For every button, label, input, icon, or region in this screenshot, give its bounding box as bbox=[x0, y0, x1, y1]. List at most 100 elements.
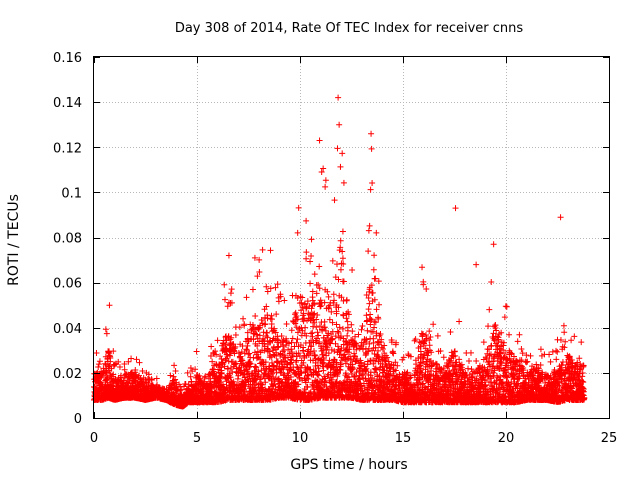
data-point bbox=[172, 376, 179, 383]
data-point bbox=[187, 373, 194, 380]
data-point bbox=[133, 371, 140, 378]
data-point bbox=[430, 321, 437, 328]
data-point bbox=[217, 353, 224, 360]
data-point bbox=[337, 163, 344, 170]
data-points bbox=[91, 94, 588, 410]
data-point bbox=[433, 361, 440, 368]
data-point bbox=[125, 379, 132, 386]
data-point bbox=[255, 325, 262, 332]
data-point bbox=[344, 332, 351, 339]
data-point bbox=[222, 296, 229, 303]
data-point bbox=[196, 372, 203, 379]
data-point bbox=[128, 355, 135, 362]
data-point bbox=[349, 328, 356, 335]
data-point bbox=[329, 257, 336, 264]
data-point bbox=[281, 297, 288, 304]
data-point bbox=[227, 365, 234, 372]
data-point bbox=[316, 263, 323, 270]
data-point bbox=[153, 375, 160, 382]
data-point bbox=[302, 324, 309, 331]
data-point bbox=[320, 165, 327, 172]
data-point bbox=[308, 236, 315, 243]
data-point bbox=[486, 306, 493, 313]
data-point bbox=[227, 290, 234, 297]
data-point bbox=[298, 299, 305, 306]
data-point bbox=[253, 355, 260, 362]
data-point bbox=[115, 358, 122, 365]
data-point bbox=[107, 372, 114, 379]
data-point bbox=[267, 247, 274, 254]
data-point bbox=[488, 279, 495, 286]
data-point bbox=[228, 286, 235, 293]
data-point bbox=[208, 343, 215, 350]
data-point bbox=[337, 266, 344, 273]
data-point bbox=[364, 327, 371, 334]
data-point bbox=[316, 285, 323, 292]
data-point bbox=[254, 348, 261, 355]
data-point bbox=[139, 368, 146, 375]
data-point bbox=[419, 264, 426, 271]
data-point bbox=[321, 318, 328, 325]
data-point bbox=[456, 356, 463, 363]
data-point bbox=[447, 328, 454, 335]
data-point bbox=[116, 364, 123, 371]
data-point bbox=[340, 179, 347, 186]
data-point bbox=[105, 363, 112, 370]
data-point bbox=[167, 372, 174, 379]
data-point bbox=[314, 312, 321, 319]
data-point bbox=[333, 261, 340, 268]
data-point bbox=[373, 330, 380, 337]
data-point bbox=[339, 150, 346, 157]
data-point bbox=[295, 204, 302, 211]
data-point bbox=[132, 367, 139, 374]
data-point bbox=[102, 326, 109, 333]
data-point bbox=[303, 249, 310, 256]
data-point bbox=[367, 321, 374, 328]
data-point bbox=[136, 359, 143, 366]
data-point bbox=[241, 321, 248, 328]
data-point bbox=[365, 248, 372, 255]
data-point bbox=[423, 286, 430, 293]
data-point bbox=[308, 253, 315, 259]
data-point bbox=[259, 246, 266, 253]
data-point bbox=[331, 197, 338, 204]
data-point bbox=[363, 312, 370, 319]
data-point bbox=[125, 358, 132, 365]
data-point bbox=[95, 364, 102, 371]
data-point bbox=[366, 222, 373, 229]
data-point bbox=[171, 362, 178, 369]
data-point bbox=[232, 332, 239, 339]
data-point bbox=[303, 217, 310, 224]
data-point bbox=[193, 348, 200, 355]
data-point bbox=[107, 358, 114, 365]
data-point bbox=[135, 372, 142, 379]
data-point bbox=[249, 286, 256, 293]
data-point bbox=[98, 373, 105, 380]
data-point bbox=[96, 358, 103, 365]
data-point bbox=[184, 369, 191, 376]
data-point bbox=[240, 315, 247, 322]
data-point bbox=[440, 354, 447, 361]
data-point bbox=[95, 361, 102, 368]
data-point bbox=[224, 303, 231, 310]
data-point bbox=[148, 377, 155, 384]
data-point bbox=[110, 348, 117, 355]
data-point bbox=[330, 291, 337, 298]
data-point bbox=[339, 255, 346, 262]
data-point bbox=[344, 318, 351, 325]
data-point bbox=[93, 350, 100, 357]
data-point bbox=[370, 266, 377, 273]
data-point bbox=[307, 280, 314, 287]
data-point bbox=[426, 342, 433, 349]
data-point bbox=[339, 228, 346, 235]
data-point bbox=[268, 316, 275, 323]
data-point bbox=[367, 186, 374, 193]
data-point bbox=[170, 373, 177, 380]
data-point bbox=[322, 177, 329, 184]
data-point bbox=[214, 337, 221, 344]
data-point bbox=[221, 281, 228, 288]
data-point bbox=[420, 281, 427, 288]
data-point bbox=[369, 289, 376, 296]
data-point bbox=[334, 145, 341, 152]
